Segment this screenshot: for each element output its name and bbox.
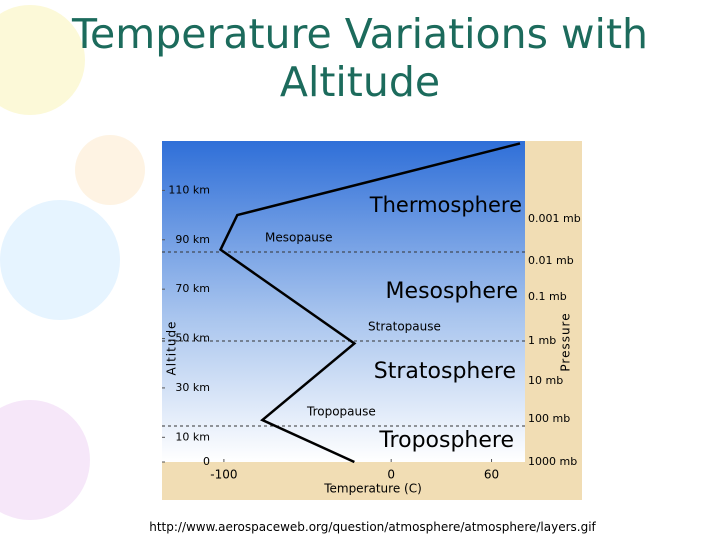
y2-axis-label: Pressure (559, 312, 573, 371)
y-tick-label: 10 km (175, 430, 210, 443)
boundary-label: Mesopause (265, 231, 333, 245)
x-tick-label: 60 (484, 468, 499, 482)
boundary-label: Tropopause (306, 405, 376, 419)
x-tick-label: 0 (387, 468, 395, 482)
plot-area (162, 141, 525, 462)
slide-title: Temperature Variations with Altitude (71, 10, 649, 106)
layer-label: Thermosphere (369, 193, 522, 217)
pressure-label: 0.1 mb (528, 290, 567, 303)
pressure-label: 0.01 mb (528, 254, 574, 267)
y-tick-label: 30 km (175, 381, 210, 394)
y-axis-label: Altitude (165, 321, 179, 376)
y-tick-label: 70 km (175, 282, 210, 295)
x-axis-label: Temperature (C) (323, 482, 422, 496)
y-tick-label: 50 km (175, 332, 210, 345)
pressure-label: 10 mb (528, 374, 563, 387)
layer-label: Stratosphere (374, 359, 516, 384)
pressure-label: 0.001 mb (528, 212, 581, 225)
pressure-label: 1 mb (528, 334, 556, 347)
y-tick-label: 90 km (175, 233, 210, 246)
layer-label: Mesosphere (386, 279, 518, 304)
temperature-line (218, 142, 521, 464)
y-tick-label: 110 km (168, 183, 210, 196)
boundary-label: Stratopause (368, 320, 441, 334)
pressure-label: 1000 mb (528, 455, 577, 468)
y-tick-label: 0 (203, 455, 210, 468)
layer-label: Troposphere (378, 428, 514, 453)
source-url: http://www.aerospaceweb.org/question/atm… (149, 520, 596, 534)
pressure-label: 100 mb (528, 412, 570, 425)
x-tick-label: -100 (210, 468, 237, 482)
